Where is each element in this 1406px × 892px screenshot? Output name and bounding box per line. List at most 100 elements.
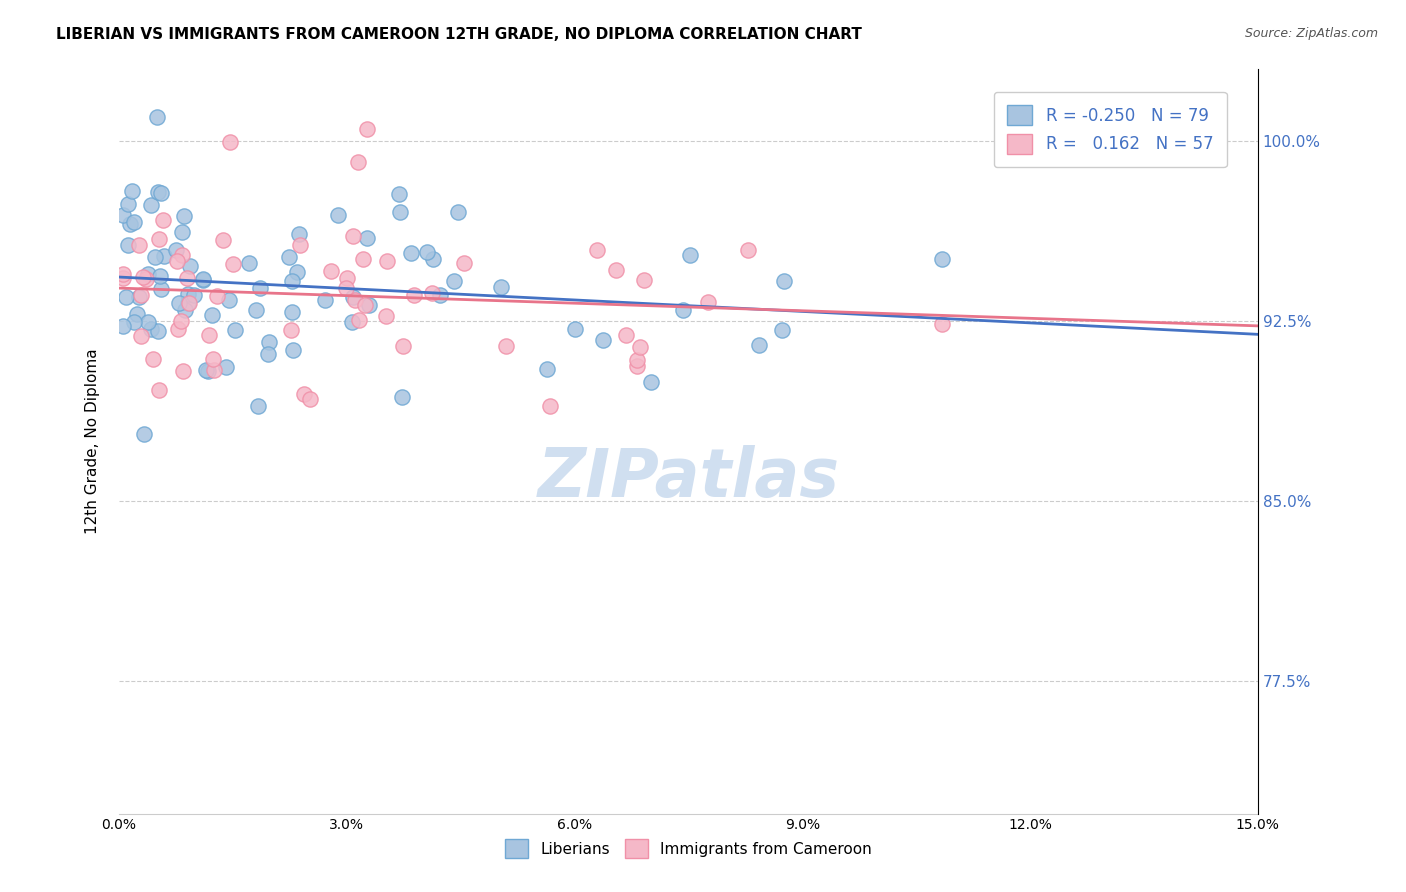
Point	[399, 245, 422, 260]
Point	[245, 303, 267, 318]
Point	[166, 322, 188, 336]
Text: Source: ZipAtlas.com: Source: ZipAtlas.com	[1244, 27, 1378, 40]
Point	[628, 340, 651, 354]
Point	[179, 295, 201, 310]
Point	[173, 303, 195, 318]
Point	[257, 335, 280, 350]
Point	[447, 204, 470, 219]
Point	[148, 232, 170, 246]
Point	[402, 288, 425, 302]
Point	[626, 359, 648, 373]
Point	[353, 298, 375, 312]
Point	[592, 333, 614, 347]
Point	[340, 315, 363, 329]
Point	[170, 225, 193, 239]
Point	[197, 364, 219, 378]
Point	[326, 208, 349, 222]
Point	[215, 360, 238, 375]
Point	[391, 390, 413, 404]
Point	[117, 197, 139, 211]
Point	[283, 343, 305, 357]
Point	[202, 363, 225, 377]
Point	[238, 256, 260, 270]
Point	[201, 308, 224, 322]
Point	[172, 364, 194, 378]
Point	[640, 375, 662, 389]
Point	[205, 289, 228, 303]
Point	[314, 293, 336, 308]
Point	[177, 295, 200, 310]
Point	[131, 329, 153, 343]
Point	[111, 268, 134, 282]
Point	[697, 295, 720, 310]
Point	[202, 351, 225, 366]
Point	[391, 338, 413, 352]
Point	[356, 121, 378, 136]
Point	[388, 186, 411, 201]
Point	[193, 272, 215, 286]
Point	[179, 259, 201, 273]
Point	[165, 244, 187, 258]
Point	[349, 312, 371, 326]
Point	[247, 399, 270, 413]
Point	[489, 280, 512, 294]
Point	[167, 296, 190, 310]
Point	[564, 321, 586, 335]
Point	[132, 270, 155, 285]
Point	[347, 154, 370, 169]
Point	[219, 135, 242, 149]
Point	[173, 209, 195, 223]
Point	[256, 347, 278, 361]
Point	[388, 205, 411, 219]
Point	[142, 352, 165, 367]
Point	[218, 293, 240, 307]
Point	[278, 250, 301, 264]
Point	[614, 328, 637, 343]
Point	[281, 274, 304, 288]
Point	[352, 252, 374, 267]
Point	[212, 233, 235, 247]
Legend: R = -0.250   N = 79, R =   0.162   N = 57: R = -0.250 N = 79, R = 0.162 N = 57	[994, 92, 1226, 168]
Point	[290, 238, 312, 252]
Point	[197, 327, 219, 342]
Point	[335, 281, 357, 295]
Point	[536, 361, 558, 376]
Point	[176, 271, 198, 285]
Point	[150, 186, 173, 200]
Point	[146, 110, 169, 124]
Point	[443, 274, 465, 288]
Point	[679, 248, 702, 262]
Point	[153, 249, 176, 263]
Point	[336, 271, 359, 285]
Text: ZIPatlas: ZIPatlas	[537, 445, 839, 511]
Point	[111, 319, 134, 334]
Point	[111, 208, 134, 222]
Point	[299, 392, 322, 407]
Point	[121, 185, 143, 199]
Point	[141, 322, 163, 336]
Point	[117, 237, 139, 252]
Y-axis label: 12th Grade, No Diploma: 12th Grade, No Diploma	[86, 348, 100, 533]
Point	[420, 286, 443, 301]
Point	[224, 323, 246, 337]
Point	[342, 290, 364, 304]
Point	[415, 245, 437, 260]
Point	[321, 263, 343, 277]
Point	[633, 273, 655, 287]
Point	[152, 213, 174, 227]
Point	[356, 231, 378, 245]
Point	[125, 307, 148, 321]
Point	[748, 338, 770, 352]
Point	[931, 317, 953, 331]
Point	[177, 287, 200, 301]
Point	[931, 252, 953, 266]
Point	[285, 265, 308, 279]
Point	[281, 305, 304, 319]
Point	[375, 253, 398, 268]
Point	[132, 427, 155, 442]
Point	[166, 254, 188, 268]
Point	[538, 400, 561, 414]
Point	[172, 248, 194, 262]
Point	[287, 227, 309, 241]
Point	[120, 217, 142, 231]
